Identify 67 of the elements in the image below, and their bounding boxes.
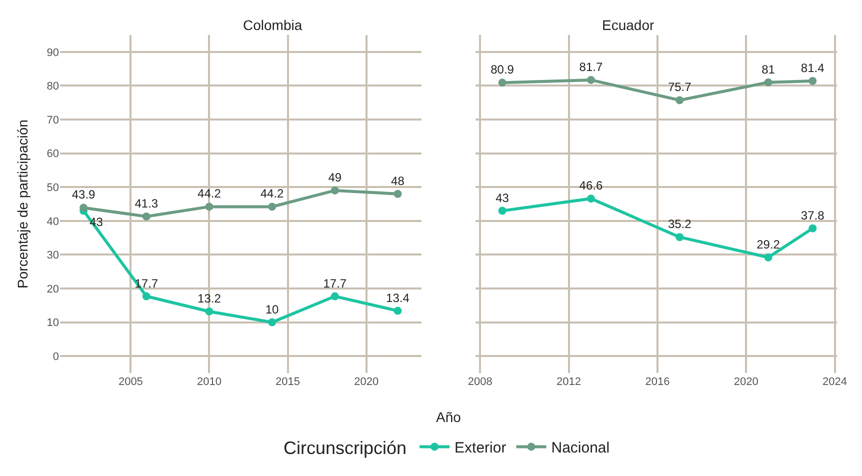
point bbox=[498, 206, 506, 215]
point bbox=[394, 306, 402, 315]
data-label: 41.3 bbox=[134, 196, 158, 211]
point bbox=[142, 212, 150, 221]
legend-label: Nacional bbox=[551, 440, 610, 457]
chart-title: Colombia bbox=[243, 17, 302, 33]
data-label: 35.2 bbox=[668, 217, 692, 232]
point bbox=[764, 78, 772, 86]
data-label: 49 bbox=[328, 170, 342, 184]
point bbox=[808, 224, 817, 232]
y-tick-label: 60 bbox=[46, 148, 59, 160]
x-tick-label: 2020 bbox=[734, 376, 758, 388]
y-tick-label: 30 bbox=[46, 250, 59, 262]
point bbox=[808, 76, 817, 85]
legend-title: Circunscripción bbox=[284, 438, 407, 458]
point bbox=[205, 307, 214, 316]
y-tick-label: 70 bbox=[46, 114, 59, 126]
y-tick-label: 40 bbox=[46, 216, 59, 228]
data-label: 43 bbox=[496, 190, 510, 205]
data-label: 44.2 bbox=[198, 186, 222, 201]
y-tick-label: 20 bbox=[46, 283, 59, 296]
data-label: 43.9 bbox=[72, 188, 96, 202]
data-label: 80.9 bbox=[490, 62, 514, 77]
data-label: 17.7 bbox=[323, 276, 347, 290]
point bbox=[330, 292, 339, 300]
x-tick-label: 2010 bbox=[196, 376, 222, 388]
y-tick-label: 90 bbox=[46, 46, 59, 59]
y-tick-label: 0 bbox=[52, 350, 59, 363]
data-label: 44.2 bbox=[260, 186, 284, 201]
point bbox=[268, 202, 276, 211]
point bbox=[586, 194, 595, 203]
legend-label: Exterior bbox=[454, 440, 506, 457]
point bbox=[676, 96, 684, 104]
point bbox=[205, 202, 214, 211]
y-axis-title: Porcentaje de participación bbox=[14, 120, 30, 288]
data-label: 10 bbox=[265, 302, 280, 316]
data-label: 37.8 bbox=[800, 208, 825, 222]
x-tick-label: 2015 bbox=[276, 376, 300, 388]
point bbox=[676, 233, 684, 242]
x-tick-label: 2008 bbox=[468, 376, 492, 388]
x-axis-title: Año bbox=[436, 409, 462, 425]
point bbox=[80, 204, 88, 212]
data-label: 81.4 bbox=[800, 60, 825, 75]
point bbox=[330, 186, 339, 194]
x-tick-label: 2012 bbox=[556, 376, 582, 388]
data-label: 46.6 bbox=[579, 178, 603, 193]
chart-title: Ecuador bbox=[602, 17, 654, 33]
point bbox=[394, 190, 402, 198]
data-label: 13.2 bbox=[198, 291, 222, 306]
point bbox=[764, 253, 772, 262]
data-label: 81.7 bbox=[579, 60, 603, 74]
data-label: 29.2 bbox=[756, 237, 780, 252]
x-tick-label: 2024 bbox=[822, 376, 848, 388]
x-tick-label: 2016 bbox=[645, 376, 670, 388]
y-tick-label: 50 bbox=[46, 182, 59, 194]
point bbox=[142, 292, 150, 300]
y-tick-label: 10 bbox=[46, 317, 59, 330]
data-label: 13.4 bbox=[386, 290, 410, 305]
point bbox=[586, 76, 595, 84]
data-label: 75.7 bbox=[668, 80, 692, 94]
point bbox=[498, 78, 506, 87]
data-label: 48 bbox=[391, 174, 405, 188]
point bbox=[268, 318, 276, 326]
data-label: 81 bbox=[762, 62, 776, 76]
x-tick-label: 2020 bbox=[354, 376, 379, 388]
x-tick-label: 2005 bbox=[118, 376, 143, 388]
y-tick-label: 80 bbox=[46, 80, 59, 93]
